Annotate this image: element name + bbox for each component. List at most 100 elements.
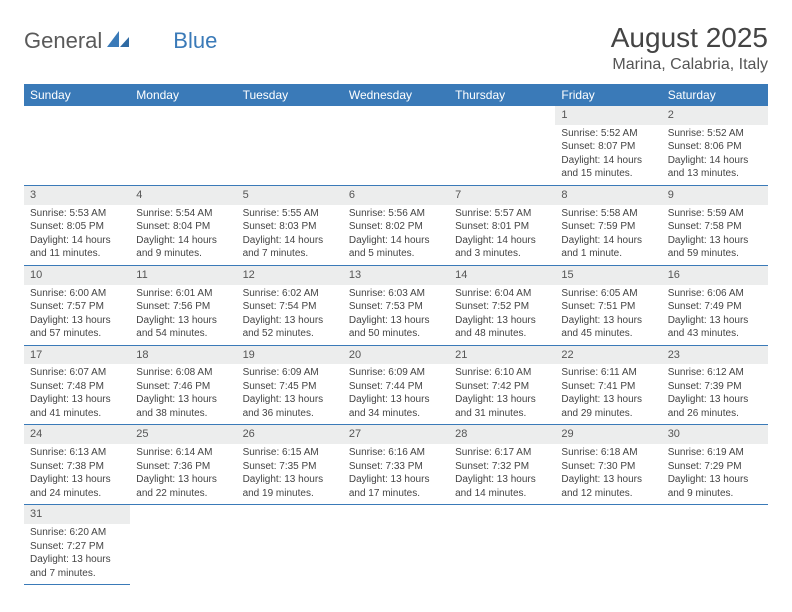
title-block: August 2025 Marina, Calabria, Italy xyxy=(611,22,768,74)
sunrise-text: Sunrise: 5:53 AM xyxy=(30,207,124,221)
sunset-text: Sunset: 7:32 PM xyxy=(455,460,549,474)
day-content: Sunrise: 6:11 AMSunset: 7:41 PMDaylight:… xyxy=(555,364,661,424)
sunrise-text: Sunrise: 6:06 AM xyxy=(668,287,762,301)
day-content: Sunrise: 6:14 AMSunset: 7:36 PMDaylight:… xyxy=(130,444,236,504)
location-text: Marina, Calabria, Italy xyxy=(611,56,768,74)
day-number: 10 xyxy=(24,266,130,285)
sunset-text: Sunset: 8:04 PM xyxy=(136,220,230,234)
day-number: 21 xyxy=(449,346,555,365)
daylight-text: Daylight: 13 hours and 19 minutes. xyxy=(243,473,337,500)
daylight-text: Daylight: 14 hours and 15 minutes. xyxy=(561,154,655,181)
sunset-text: Sunset: 7:59 PM xyxy=(561,220,655,234)
calendar-week-row: 24Sunrise: 6:13 AMSunset: 7:38 PMDayligh… xyxy=(24,425,768,505)
sunset-text: Sunset: 8:02 PM xyxy=(349,220,443,234)
daylight-text: Daylight: 14 hours and 9 minutes. xyxy=(136,234,230,261)
sunrise-text: Sunrise: 5:57 AM xyxy=(455,207,549,221)
day-number: 12 xyxy=(237,266,343,285)
calendar-cell: 24Sunrise: 6:13 AMSunset: 7:38 PMDayligh… xyxy=(24,425,130,505)
sunrise-text: Sunrise: 6:15 AM xyxy=(243,446,337,460)
sunrise-text: Sunrise: 5:52 AM xyxy=(561,127,655,141)
calendar-cell: 4Sunrise: 5:54 AMSunset: 8:04 PMDaylight… xyxy=(130,185,236,265)
calendar-week-row: 1Sunrise: 5:52 AMSunset: 8:07 PMDaylight… xyxy=(24,106,768,185)
weekday-header: Monday xyxy=(130,84,236,106)
sunset-text: Sunset: 7:52 PM xyxy=(455,300,549,314)
calendar-cell: 20Sunrise: 6:09 AMSunset: 7:44 PMDayligh… xyxy=(343,345,449,425)
calendar-cell: 13Sunrise: 6:03 AMSunset: 7:53 PMDayligh… xyxy=(343,265,449,345)
sunrise-text: Sunrise: 6:14 AM xyxy=(136,446,230,460)
sunrise-text: Sunrise: 6:17 AM xyxy=(455,446,549,460)
day-content: Sunrise: 5:53 AMSunset: 8:05 PMDaylight:… xyxy=(24,205,130,265)
day-number: 31 xyxy=(24,505,130,524)
daylight-text: Daylight: 13 hours and 9 minutes. xyxy=(668,473,762,500)
day-content: Sunrise: 6:06 AMSunset: 7:49 PMDaylight:… xyxy=(662,285,768,345)
weekday-header: Saturday xyxy=(662,84,768,106)
sunset-text: Sunset: 7:36 PM xyxy=(136,460,230,474)
sunrise-text: Sunrise: 6:18 AM xyxy=(561,446,655,460)
calendar-cell: 16Sunrise: 6:06 AMSunset: 7:49 PMDayligh… xyxy=(662,265,768,345)
sunset-text: Sunset: 7:44 PM xyxy=(349,380,443,394)
sunset-text: Sunset: 7:41 PM xyxy=(561,380,655,394)
sunset-text: Sunset: 7:27 PM xyxy=(30,540,124,554)
sunrise-text: Sunrise: 6:13 AM xyxy=(30,446,124,460)
sunrise-text: Sunrise: 6:19 AM xyxy=(668,446,762,460)
calendar-cell: 12Sunrise: 6:02 AMSunset: 7:54 PMDayligh… xyxy=(237,265,343,345)
day-content: Sunrise: 5:56 AMSunset: 8:02 PMDaylight:… xyxy=(343,205,449,265)
calendar-cell: 8Sunrise: 5:58 AMSunset: 7:59 PMDaylight… xyxy=(555,185,661,265)
day-content: Sunrise: 6:09 AMSunset: 7:44 PMDaylight:… xyxy=(343,364,449,424)
sunset-text: Sunset: 8:06 PM xyxy=(668,140,762,154)
daylight-text: Daylight: 13 hours and 7 minutes. xyxy=(30,553,124,580)
calendar-cell: 7Sunrise: 5:57 AMSunset: 8:01 PMDaylight… xyxy=(449,185,555,265)
day-number: 9 xyxy=(662,186,768,205)
day-content: Sunrise: 5:52 AMSunset: 8:06 PMDaylight:… xyxy=(662,125,768,185)
sunset-text: Sunset: 7:53 PM xyxy=(349,300,443,314)
day-number: 16 xyxy=(662,266,768,285)
weekday-header: Sunday xyxy=(24,84,130,106)
calendar-week-row: 31 Sunrise: 6:20 AMSunset: 7:27 PMDayligh… xyxy=(24,505,768,585)
calendar-cell xyxy=(449,505,555,585)
sunrise-text: Sunrise: 5:52 AM xyxy=(668,127,762,141)
sunrise-text: Sunrise: 6:02 AM xyxy=(243,287,337,301)
page-title: August 2025 xyxy=(611,22,768,54)
sunrise-text: Sunrise: 6:01 AM xyxy=(136,287,230,301)
sunrise-text: Sunrise: 6:03 AM xyxy=(349,287,443,301)
sunset-text: Sunset: 7:30 PM xyxy=(561,460,655,474)
sunset-text: Sunset: 8:07 PM xyxy=(561,140,655,154)
daylight-text: Daylight: 13 hours and 38 minutes. xyxy=(136,393,230,420)
day-content: Sunrise: 6:08 AMSunset: 7:46 PMDaylight:… xyxy=(130,364,236,424)
calendar-week-row: 3Sunrise: 5:53 AMSunset: 8:05 PMDaylight… xyxy=(24,185,768,265)
daylight-text: Daylight: 13 hours and 17 minutes. xyxy=(349,473,443,500)
calendar-cell: 21Sunrise: 6:10 AMSunset: 7:42 PMDayligh… xyxy=(449,345,555,425)
calendar-cell: 31 Sunrise: 6:20 AMSunset: 7:27 PMDayligh… xyxy=(24,505,130,585)
day-content: Sunrise: 5:55 AMSunset: 8:03 PMDaylight:… xyxy=(237,205,343,265)
day-number: 14 xyxy=(449,266,555,285)
daylight-text: Daylight: 14 hours and 7 minutes. xyxy=(243,234,337,261)
calendar-cell: 29Sunrise: 6:18 AMSunset: 7:30 PMDayligh… xyxy=(555,425,661,505)
day-content: Sunrise: 6:12 AMSunset: 7:39 PMDaylight:… xyxy=(662,364,768,424)
calendar-cell xyxy=(343,505,449,585)
day-content: Sunrise: 6:09 AMSunset: 7:45 PMDaylight:… xyxy=(237,364,343,424)
sunrise-text: Sunrise: 6:08 AM xyxy=(136,366,230,380)
day-content: Sunrise: 6:16 AMSunset: 7:33 PMDaylight:… xyxy=(343,444,449,504)
weekday-header: Wednesday xyxy=(343,84,449,106)
daylight-text: Daylight: 13 hours and 24 minutes. xyxy=(30,473,124,500)
day-content: Sunrise: 6:17 AMSunset: 7:32 PMDaylight:… xyxy=(449,444,555,504)
day-number: 6 xyxy=(343,186,449,205)
sunset-text: Sunset: 7:57 PM xyxy=(30,300,124,314)
calendar-week-row: 10Sunrise: 6:00 AMSunset: 7:57 PMDayligh… xyxy=(24,265,768,345)
sunrise-text: Sunrise: 5:59 AM xyxy=(668,207,762,221)
day-content: Sunrise: 5:54 AMSunset: 8:04 PMDaylight:… xyxy=(130,205,236,265)
sail-icon xyxy=(105,29,131,54)
sunset-text: Sunset: 7:35 PM xyxy=(243,460,337,474)
daylight-text: Daylight: 14 hours and 13 minutes. xyxy=(668,154,762,181)
sunrise-text: Sunrise: 6:20 AM xyxy=(30,526,124,540)
day-number: 19 xyxy=(237,346,343,365)
sunset-text: Sunset: 7:29 PM xyxy=(668,460,762,474)
day-number: 17 xyxy=(24,346,130,365)
calendar-cell: 28Sunrise: 6:17 AMSunset: 7:32 PMDayligh… xyxy=(449,425,555,505)
calendar-cell: 26Sunrise: 6:15 AMSunset: 7:35 PMDayligh… xyxy=(237,425,343,505)
day-content: Sunrise: 6:13 AMSunset: 7:38 PMDaylight:… xyxy=(24,444,130,504)
daylight-text: Daylight: 13 hours and 34 minutes. xyxy=(349,393,443,420)
daylight-text: Daylight: 13 hours and 41 minutes. xyxy=(30,393,124,420)
sunrise-text: Sunrise: 5:56 AM xyxy=(349,207,443,221)
sunset-text: Sunset: 7:48 PM xyxy=(30,380,124,394)
